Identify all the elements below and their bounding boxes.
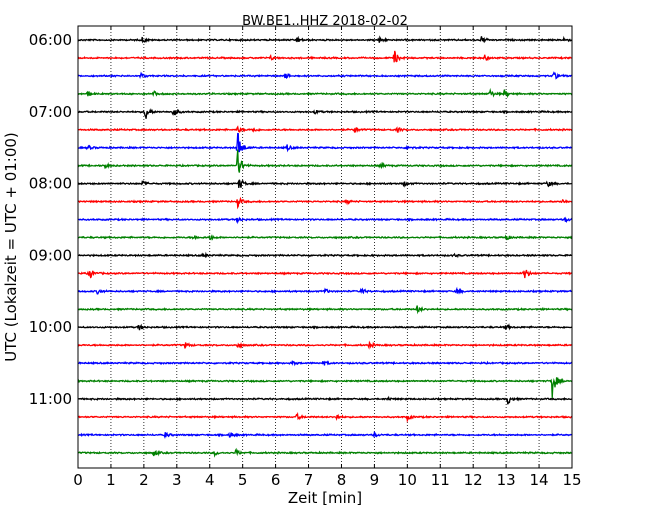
- y-tick-label: 10:00: [29, 318, 72, 336]
- trace-0715: [77, 125, 573, 134]
- trace-0630: [77, 71, 573, 80]
- x-tick-label: 8: [337, 471, 347, 489]
- trace-1000: [77, 323, 573, 331]
- trace-0700: [77, 107, 573, 119]
- x-tick-label: 1: [106, 471, 116, 489]
- y-axis: 06:00 07:00 08:00 09:00 10:00 11:00: [29, 31, 82, 408]
- trace-1100: [77, 395, 573, 405]
- x-tick-label: 13: [497, 471, 516, 489]
- x-axis-label: Zeit [min]: [288, 489, 362, 507]
- trace-1130: [77, 430, 573, 440]
- y-tick-label: 08:00: [29, 175, 72, 193]
- trace-1015: [77, 340, 573, 350]
- x-tick-label: 10: [398, 471, 417, 489]
- x-tick-label: 15: [562, 471, 581, 489]
- y-tick-label: 09:00: [29, 246, 72, 264]
- x-axis: 0 1 2 3 4 5 6 7 8 9 10 11 12 13 14 15: [73, 26, 582, 489]
- x-tick-label: 14: [530, 471, 549, 489]
- x-tick-label: 5: [238, 471, 248, 489]
- trace-0800: [77, 179, 573, 189]
- trace-0945: [77, 305, 573, 315]
- x-tick-label: 11: [431, 471, 450, 489]
- trace-0900: [77, 251, 573, 259]
- x-tick-label: 6: [271, 471, 281, 489]
- trace-1115: [77, 411, 573, 423]
- traces: [77, 35, 573, 458]
- trace-1145: [77, 447, 573, 458]
- trace-0930: [77, 286, 573, 295]
- x-tick-label: 3: [172, 471, 182, 489]
- y-axis-label: UTC (Lokalzeit = UTC + 01:00): [2, 132, 20, 362]
- trace-0830: [77, 216, 573, 225]
- x-tick-label: 7: [304, 471, 314, 489]
- x-tick-label: 2: [139, 471, 149, 489]
- trace-1030: [77, 359, 573, 367]
- y-tick-label: 11:00: [29, 390, 72, 408]
- trace-0645: [77, 87, 573, 99]
- x-tick-label: 12: [464, 471, 483, 489]
- trace-0615: [77, 50, 573, 63]
- plot-frame: [77, 25, 573, 469]
- y-tick-label: 07:00: [29, 103, 72, 121]
- x-tick-label: 4: [205, 471, 215, 489]
- trace-0745: [77, 149, 572, 173]
- trace-0815: [77, 196, 573, 210]
- trace-0730: [77, 132, 573, 153]
- chart-title: BW.BE1..HHZ 2018-02-02: [242, 14, 408, 29]
- trace-1045: [77, 377, 573, 398]
- trace-0915: [77, 269, 573, 279]
- trace-0845: [77, 234, 573, 241]
- grid: [110, 26, 540, 468]
- trace-0600: [77, 35, 573, 44]
- x-tick-label: 9: [370, 471, 380, 489]
- y-tick-label: 06:00: [29, 31, 72, 49]
- x-tick-label: 0: [73, 471, 83, 489]
